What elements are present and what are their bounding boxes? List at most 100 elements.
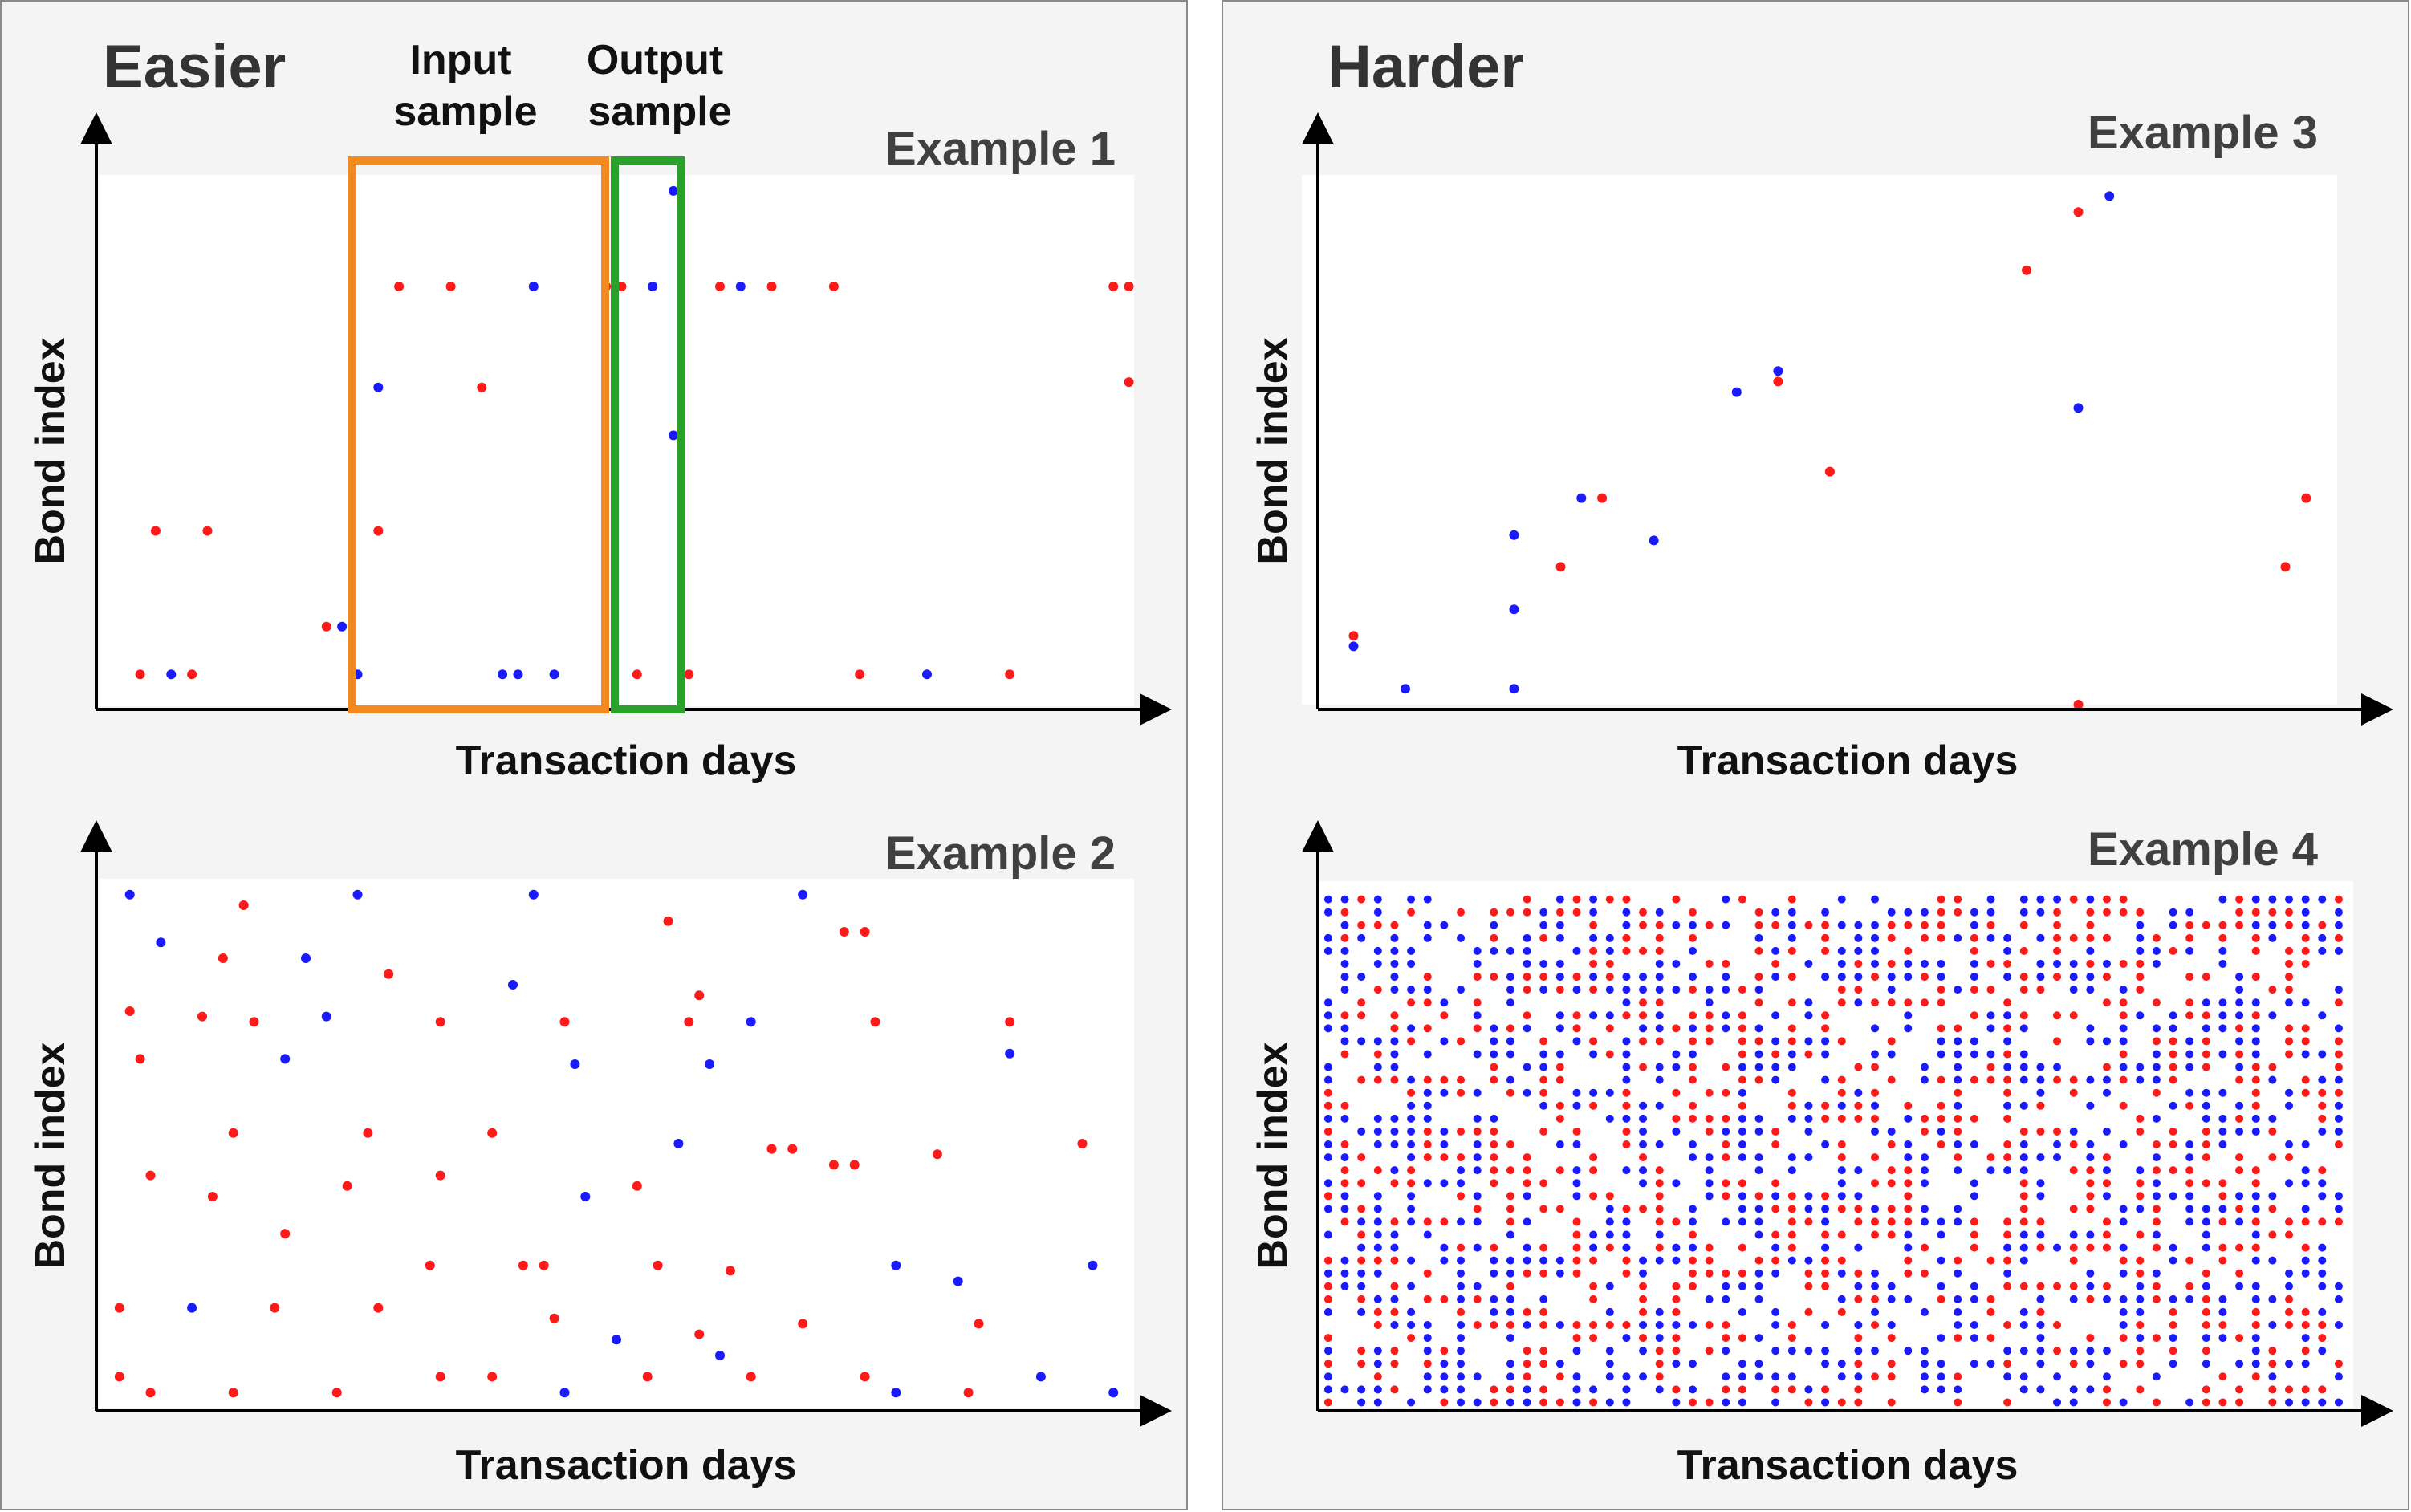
data-point [2268, 1063, 2277, 1071]
data-point [1323, 946, 1332, 955]
data-point [2152, 1050, 2161, 1059]
data-point [673, 1139, 684, 1148]
data-point [2102, 973, 2111, 982]
data-point [2119, 1205, 2128, 1213]
data-point [2301, 493, 2311, 503]
data-point [2022, 265, 2031, 275]
data-point [1655, 1307, 1664, 1316]
data-point [1473, 973, 1482, 982]
data-point [2301, 1360, 2310, 1368]
data-point [1787, 1217, 1796, 1226]
data-point [1970, 1037, 1978, 1046]
output-sample-label: Output [587, 37, 723, 83]
data-point [648, 282, 658, 292]
data-point [1722, 1063, 1730, 1071]
data-point [1837, 1398, 1846, 1407]
data-point [1837, 1166, 1846, 1175]
data-point [1005, 1017, 1015, 1027]
data-point [1705, 1011, 1714, 1020]
data-point [2235, 973, 2244, 982]
data-point [2053, 1347, 2062, 1356]
data-point [2152, 1063, 2161, 1071]
data-point [1373, 1347, 1382, 1356]
data-point [1920, 1179, 1929, 1188]
data-point [539, 1260, 549, 1270]
data-point [2019, 1166, 2028, 1175]
data-point [1639, 1037, 1648, 1046]
data-point [1572, 1347, 1581, 1356]
data-point [1937, 1075, 1945, 1084]
data-point [2285, 1037, 2294, 1046]
data-point [1986, 895, 1995, 904]
data-point [2102, 1243, 2111, 1252]
data-point [1390, 1011, 1399, 1020]
data-point [1854, 1295, 1863, 1303]
data-point [1622, 1372, 1631, 1381]
data-point [2334, 1205, 2343, 1213]
data-point [2152, 1282, 2161, 1290]
data-point [1555, 973, 1564, 982]
data-point [1738, 1398, 1746, 1407]
data-point [2218, 959, 2227, 968]
data-point [2086, 895, 2095, 904]
data-point [1423, 1295, 1432, 1303]
data-point [1622, 1398, 1631, 1407]
data-point [2003, 1088, 2012, 1097]
data-point [2119, 1398, 2128, 1407]
data-point [1787, 1385, 1796, 1394]
data-point [1804, 1101, 1813, 1110]
data-point [1373, 1166, 1382, 1175]
data-point [2136, 1063, 2145, 1071]
data-point [2102, 1037, 2111, 1046]
data-point [1348, 631, 1359, 641]
data-point [1854, 1063, 1863, 1071]
data-point [1837, 1269, 1846, 1278]
data-point [2202, 1050, 2210, 1059]
data-point [1738, 1269, 1746, 1278]
data-point [2136, 959, 2145, 968]
data-point [1871, 921, 1880, 929]
data-point [1722, 959, 1730, 968]
data-point [1986, 1075, 1995, 1084]
data-point [559, 1017, 570, 1027]
data-point [1920, 1347, 1929, 1356]
data-point [2185, 1101, 2194, 1110]
data-point [2019, 1063, 2028, 1071]
data-point [1655, 1205, 1664, 1213]
data-point [1821, 1385, 1830, 1394]
data-point [2318, 1088, 2327, 1097]
data-point [2185, 1037, 2194, 1046]
data-point [2251, 1179, 2260, 1188]
data-point [715, 1351, 725, 1360]
data-point [2003, 1011, 2012, 1020]
data-point [1506, 986, 1514, 994]
data-point [1390, 973, 1399, 982]
data-point [1771, 1398, 1780, 1407]
data-point [1622, 1269, 1631, 1278]
data-point [2036, 1075, 2045, 1084]
data-point [1473, 1398, 1482, 1407]
data-point [1639, 1372, 1648, 1381]
data-point [2301, 1140, 2310, 1148]
data-point [1390, 1114, 1399, 1123]
data-point [1754, 946, 1763, 955]
data-point [1572, 1243, 1581, 1252]
data-point [1622, 1037, 1631, 1046]
data-point [2169, 1321, 2177, 1330]
data-point [2334, 1140, 2343, 1148]
data-point [1871, 1372, 1880, 1381]
data-point [1539, 1037, 1548, 1046]
data-point [2251, 998, 2260, 1007]
data-point [2169, 1166, 2177, 1175]
data-point [2003, 959, 2012, 968]
data-point [1920, 1385, 1929, 1394]
data-point [2185, 1179, 2194, 1188]
data-point [1954, 1217, 1962, 1226]
data-point [2053, 1398, 2062, 1407]
data-point [2202, 1269, 2210, 1278]
data-point [1871, 1153, 1880, 1162]
data-point [1323, 1192, 1332, 1201]
data-point [1837, 921, 1846, 929]
data-point [1506, 1256, 1514, 1265]
data-point [2152, 1179, 2161, 1188]
